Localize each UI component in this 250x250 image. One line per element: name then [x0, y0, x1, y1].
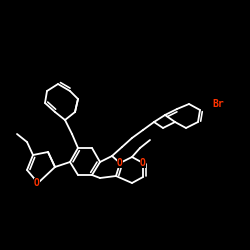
Text: O: O: [140, 158, 146, 168]
Text: Br: Br: [212, 99, 224, 109]
Text: O: O: [117, 158, 123, 168]
Text: O: O: [34, 178, 40, 188]
